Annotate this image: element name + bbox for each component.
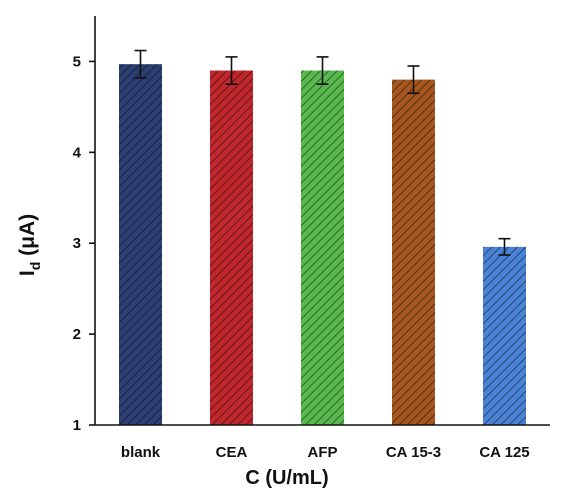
- y-tick-label: 3: [73, 235, 81, 252]
- labels-layer: blank CEA AFP CA 15-3 CA 125 1 2 3 4 5: [73, 53, 530, 461]
- y-axis-title: Id (μA): [16, 214, 43, 276]
- bar-blank: [119, 64, 162, 425]
- axes-layer: [89, 16, 550, 426]
- x-tick-label: AFP: [308, 444, 338, 461]
- bar-cea: [210, 70, 253, 426]
- bar-ca-15-3: [392, 79, 435, 425]
- bars-layer: [119, 49, 526, 426]
- y-tick-label: 2: [73, 326, 81, 343]
- error-bar: [134, 49, 147, 79]
- error-bar: [225, 56, 238, 85]
- y-tick-label: 5: [73, 53, 81, 70]
- bar-afp: [301, 70, 344, 426]
- bar-ca-125: [483, 246, 526, 425]
- x-axis-title: C (U/mL): [245, 467, 328, 489]
- x-tick-label: CEA: [216, 444, 248, 461]
- y-tick-label: 4: [73, 144, 82, 161]
- error-bar: [498, 237, 511, 256]
- x-tick-label: CA 15-3: [386, 444, 441, 461]
- error-bar: [407, 65, 420, 95]
- y-axis-title-main: I: [16, 270, 39, 276]
- x-tick-label: blank: [121, 444, 161, 461]
- y-tick-label: 1: [73, 417, 81, 434]
- y-axis-title-unit: (μA): [16, 214, 39, 262]
- x-tick-label: CA 125: [479, 444, 529, 461]
- y-axis-title-subscript: d: [27, 262, 43, 271]
- error-bar: [316, 56, 329, 85]
